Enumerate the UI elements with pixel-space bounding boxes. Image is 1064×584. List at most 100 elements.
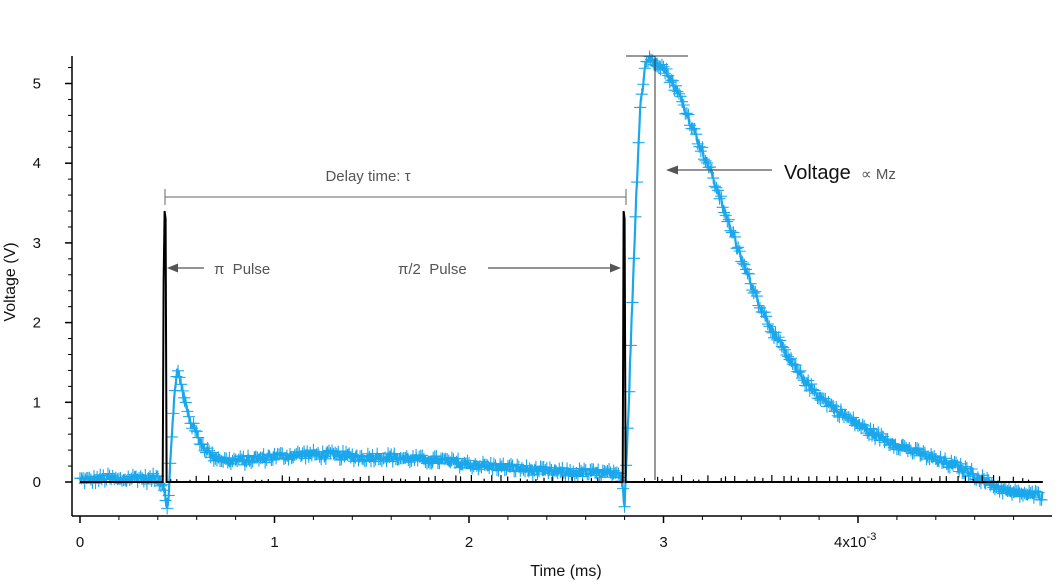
data-point [746,284,759,297]
data-point [912,443,925,456]
data-point [461,454,474,467]
data-point [1010,485,1023,498]
data-point [827,399,840,412]
x-tick-label: 0 [76,534,84,551]
data-point [767,331,780,344]
data-point [319,452,332,465]
data-point [729,230,742,243]
data-point [676,95,689,108]
peak-marker [626,55,688,480]
y-tick-label: 5 [33,76,41,93]
data-point [215,455,228,468]
data-point [637,78,650,91]
data-point [329,446,342,459]
data-point [299,452,312,465]
data-point [106,469,119,482]
data-point [995,482,1008,495]
data-point [349,451,362,464]
y-tick-label: 1 [33,394,41,411]
data-point [266,453,279,466]
data-point [716,201,729,214]
data-point [484,456,497,469]
data-point [209,452,222,465]
data-point [1029,485,1042,498]
data-point [626,296,639,309]
data-point [173,371,186,384]
data-point [769,326,782,339]
data-point [715,190,728,203]
data-point [210,454,223,467]
data-point [170,370,183,383]
data-point [777,341,790,354]
data-point [906,447,919,460]
x-tick-label: 3 [659,534,667,551]
data-point [809,387,822,400]
data-point [730,242,743,255]
data-point [704,161,717,174]
pi-pulse-arrow [167,263,204,273]
data-point [674,90,687,103]
data-point [489,459,502,472]
data-point [494,458,507,471]
data-point [711,184,724,197]
data-point [914,449,927,462]
data-point [223,451,236,464]
data-point [834,403,847,416]
data-point [844,412,857,425]
data-point [696,141,709,154]
data-point [1030,485,1043,498]
data-point [662,69,675,82]
data-point [738,258,751,271]
data-point [736,257,749,270]
data-point [679,107,692,120]
data-point [158,484,171,497]
data-point [808,384,821,397]
data-point [153,477,166,490]
data-point [898,440,911,453]
data-point [953,465,966,478]
data-point [179,396,192,409]
data-point [221,456,234,469]
data-point [881,433,894,446]
data-point [176,384,189,397]
data-point [147,467,160,480]
data-point [450,455,463,468]
data-point [673,87,686,100]
signal-line [78,56,1044,509]
data-point [771,333,784,346]
data-point [985,478,998,491]
data-point [943,461,956,474]
data-point [1035,493,1048,506]
data-point [235,453,248,466]
data-point [263,451,276,464]
data-point [624,339,637,352]
data-point [764,325,777,338]
data-point [724,224,737,237]
data-point [641,55,654,68]
data-point [928,450,941,463]
data-point [861,427,874,440]
data-point [727,226,740,239]
pi2-pulse-arrow [488,263,621,273]
data-point [660,62,673,75]
data-point [774,334,787,347]
data-point [929,453,942,466]
data-point [825,398,838,411]
data-point [883,439,896,452]
data-point [710,181,723,194]
data-point [383,450,396,463]
data-point [680,107,693,120]
data-point [713,192,726,205]
data-point [778,343,791,356]
data-point [1007,486,1020,499]
data-point [599,465,612,478]
data-point [326,444,339,457]
data-point [1032,486,1045,499]
data-point [666,74,679,87]
x-tick-label: 4x10-3 [834,531,876,551]
data-point [480,458,493,471]
data-point [310,448,323,461]
data-point [707,172,720,185]
data-point [878,436,891,449]
data-point [785,352,798,365]
